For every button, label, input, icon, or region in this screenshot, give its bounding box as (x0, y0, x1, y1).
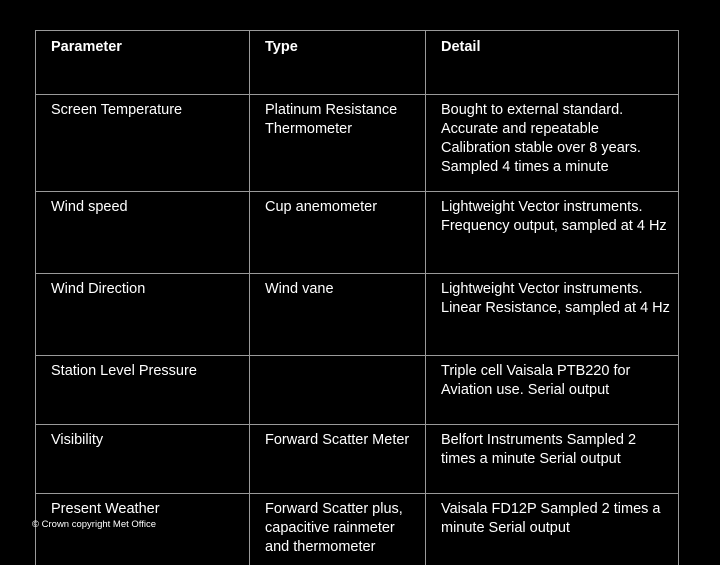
cell-type: Forward Scatter plus, capacitive rainmet… (250, 494, 426, 565)
cell-detail: Vaisala FD12P Sampled 2 times a minute S… (426, 494, 679, 565)
table-row: Visibility Forward Scatter Meter Belfort… (36, 425, 679, 494)
instrument-table-container: Parameter Type Detail Screen Temperature… (35, 30, 678, 521)
table-row: Screen Temperature Platinum Resistance T… (36, 95, 679, 192)
cell-parameter: Station Level Pressure (36, 356, 250, 425)
cell-parameter: Wind Direction (36, 274, 250, 356)
table-header-row: Parameter Type Detail (36, 31, 679, 95)
cell-detail: Lightweight Vector instruments. Frequenc… (426, 192, 679, 274)
cell-detail: Belfort Instruments Sampled 2 times a mi… (426, 425, 679, 494)
cell-type: Wind vane (250, 274, 426, 356)
cell-parameter: Visibility (36, 425, 250, 494)
table-row: Wind speed Cup anemometer Lightweight Ve… (36, 192, 679, 274)
instrument-table: Parameter Type Detail Screen Temperature… (35, 30, 679, 565)
copyright-notice: © Crown copyright Met Office (32, 519, 156, 530)
table-row: Station Level Pressure Triple cell Vaisa… (36, 356, 679, 425)
cell-detail: Triple cell Vaisala PTB220 for Aviation … (426, 356, 679, 425)
table-row: Wind Direction Wind vane Lightweight Vec… (36, 274, 679, 356)
cell-detail: Lightweight Vector instruments. Linear R… (426, 274, 679, 356)
cell-detail: Bought to external standard. Accurate an… (426, 95, 679, 192)
cell-parameter: Wind speed (36, 192, 250, 274)
cell-type: Cup anemometer (250, 192, 426, 274)
header-type: Type (250, 31, 426, 95)
cell-parameter: Screen Temperature (36, 95, 250, 192)
header-parameter: Parameter (36, 31, 250, 95)
cell-type (250, 356, 426, 425)
cell-type: Platinum Resistance Thermometer (250, 95, 426, 192)
header-detail: Detail (426, 31, 679, 95)
cell-type: Forward Scatter Meter (250, 425, 426, 494)
